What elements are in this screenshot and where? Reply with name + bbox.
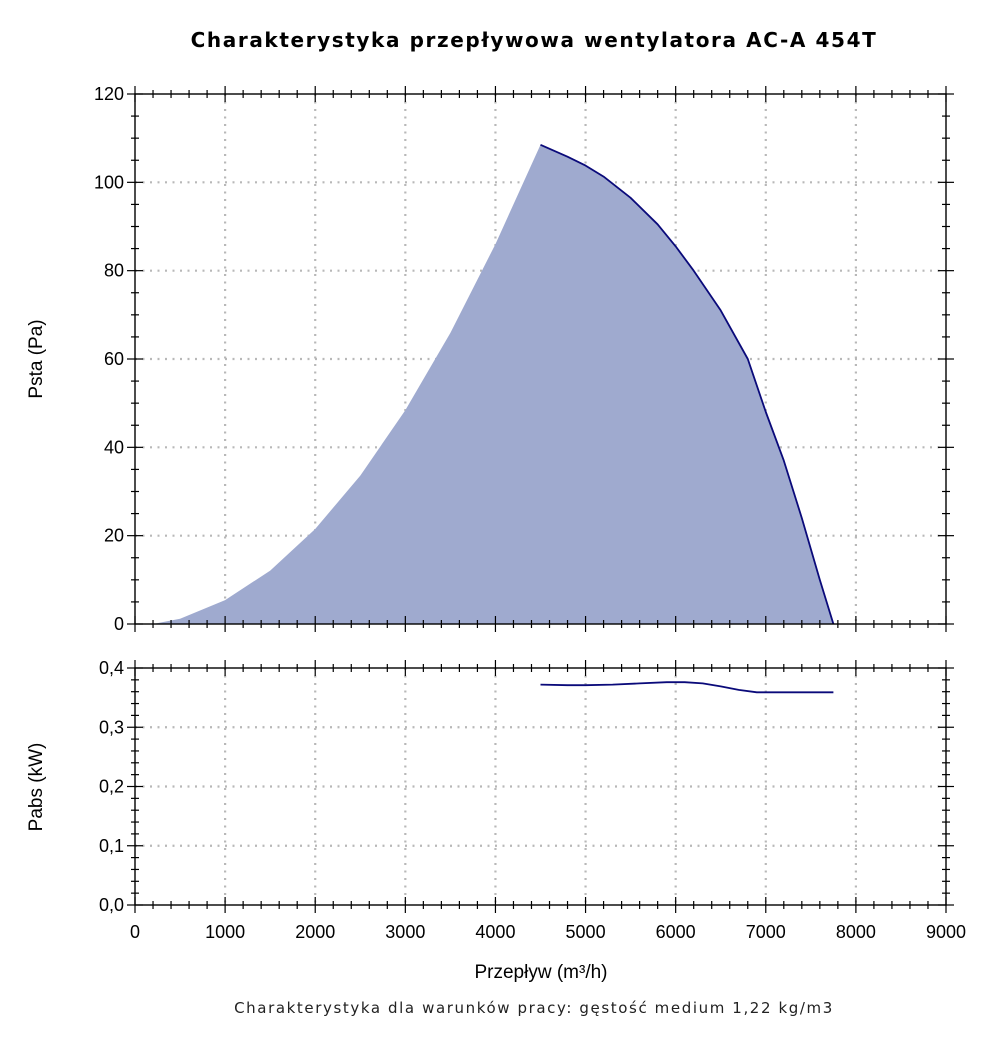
y-tick-label: 40	[104, 437, 124, 457]
x-tick-label: 1000	[205, 922, 245, 942]
y-tick-label: 100	[94, 172, 124, 192]
x-tick-label: 6000	[656, 922, 696, 942]
x-tick-label: 7000	[746, 922, 786, 942]
y-tick-label: 80	[104, 261, 124, 281]
y-tick-label: 0	[114, 614, 124, 634]
x-tick-label: 0	[130, 922, 140, 942]
chart-panel-1: 0 20 40 60 80 100 120 Psta (Pa)	[26, 84, 954, 634]
series-area-1	[153, 144, 834, 625]
x-tick-label: 8000	[836, 922, 876, 942]
y-tick-label: 60	[104, 349, 124, 369]
chart-panel-2: 0,0 0,1 0,2 0,3 0,4 0 1000 2000 3000 4000 5000 6000…	[26, 658, 966, 983]
x-tick-label: 3000	[385, 922, 425, 942]
y-tick-label: 120	[94, 84, 124, 104]
series-line-2	[540, 143, 835, 625]
y-axis-label: Psta (Pa)	[26, 319, 47, 398]
series-line-1	[540, 681, 834, 694]
y-tick-label: 20	[104, 526, 124, 546]
y-axis-label: Pabs (kW)	[26, 743, 47, 832]
y-tick-label: 0,1	[99, 836, 124, 856]
x-tick-label: 9000	[926, 922, 966, 942]
chart-title: Charakterystyka przepływowa wentylatora …	[191, 28, 878, 52]
y-tick-label: 0,4	[99, 658, 124, 678]
x-tick-label: 5000	[566, 922, 606, 942]
x-tick-label: 4000	[475, 922, 515, 942]
footer-note: Charakterystyka dla warunków pracy: gęst…	[234, 999, 834, 1017]
x-axis-label: Przepływ (m³/h)	[474, 962, 607, 983]
x-tick-label: 2000	[295, 922, 335, 942]
y-tick-label: 0,3	[99, 717, 124, 737]
y-tick-label: 0,0	[99, 895, 124, 915]
y-tick-label: 0,2	[99, 777, 124, 797]
